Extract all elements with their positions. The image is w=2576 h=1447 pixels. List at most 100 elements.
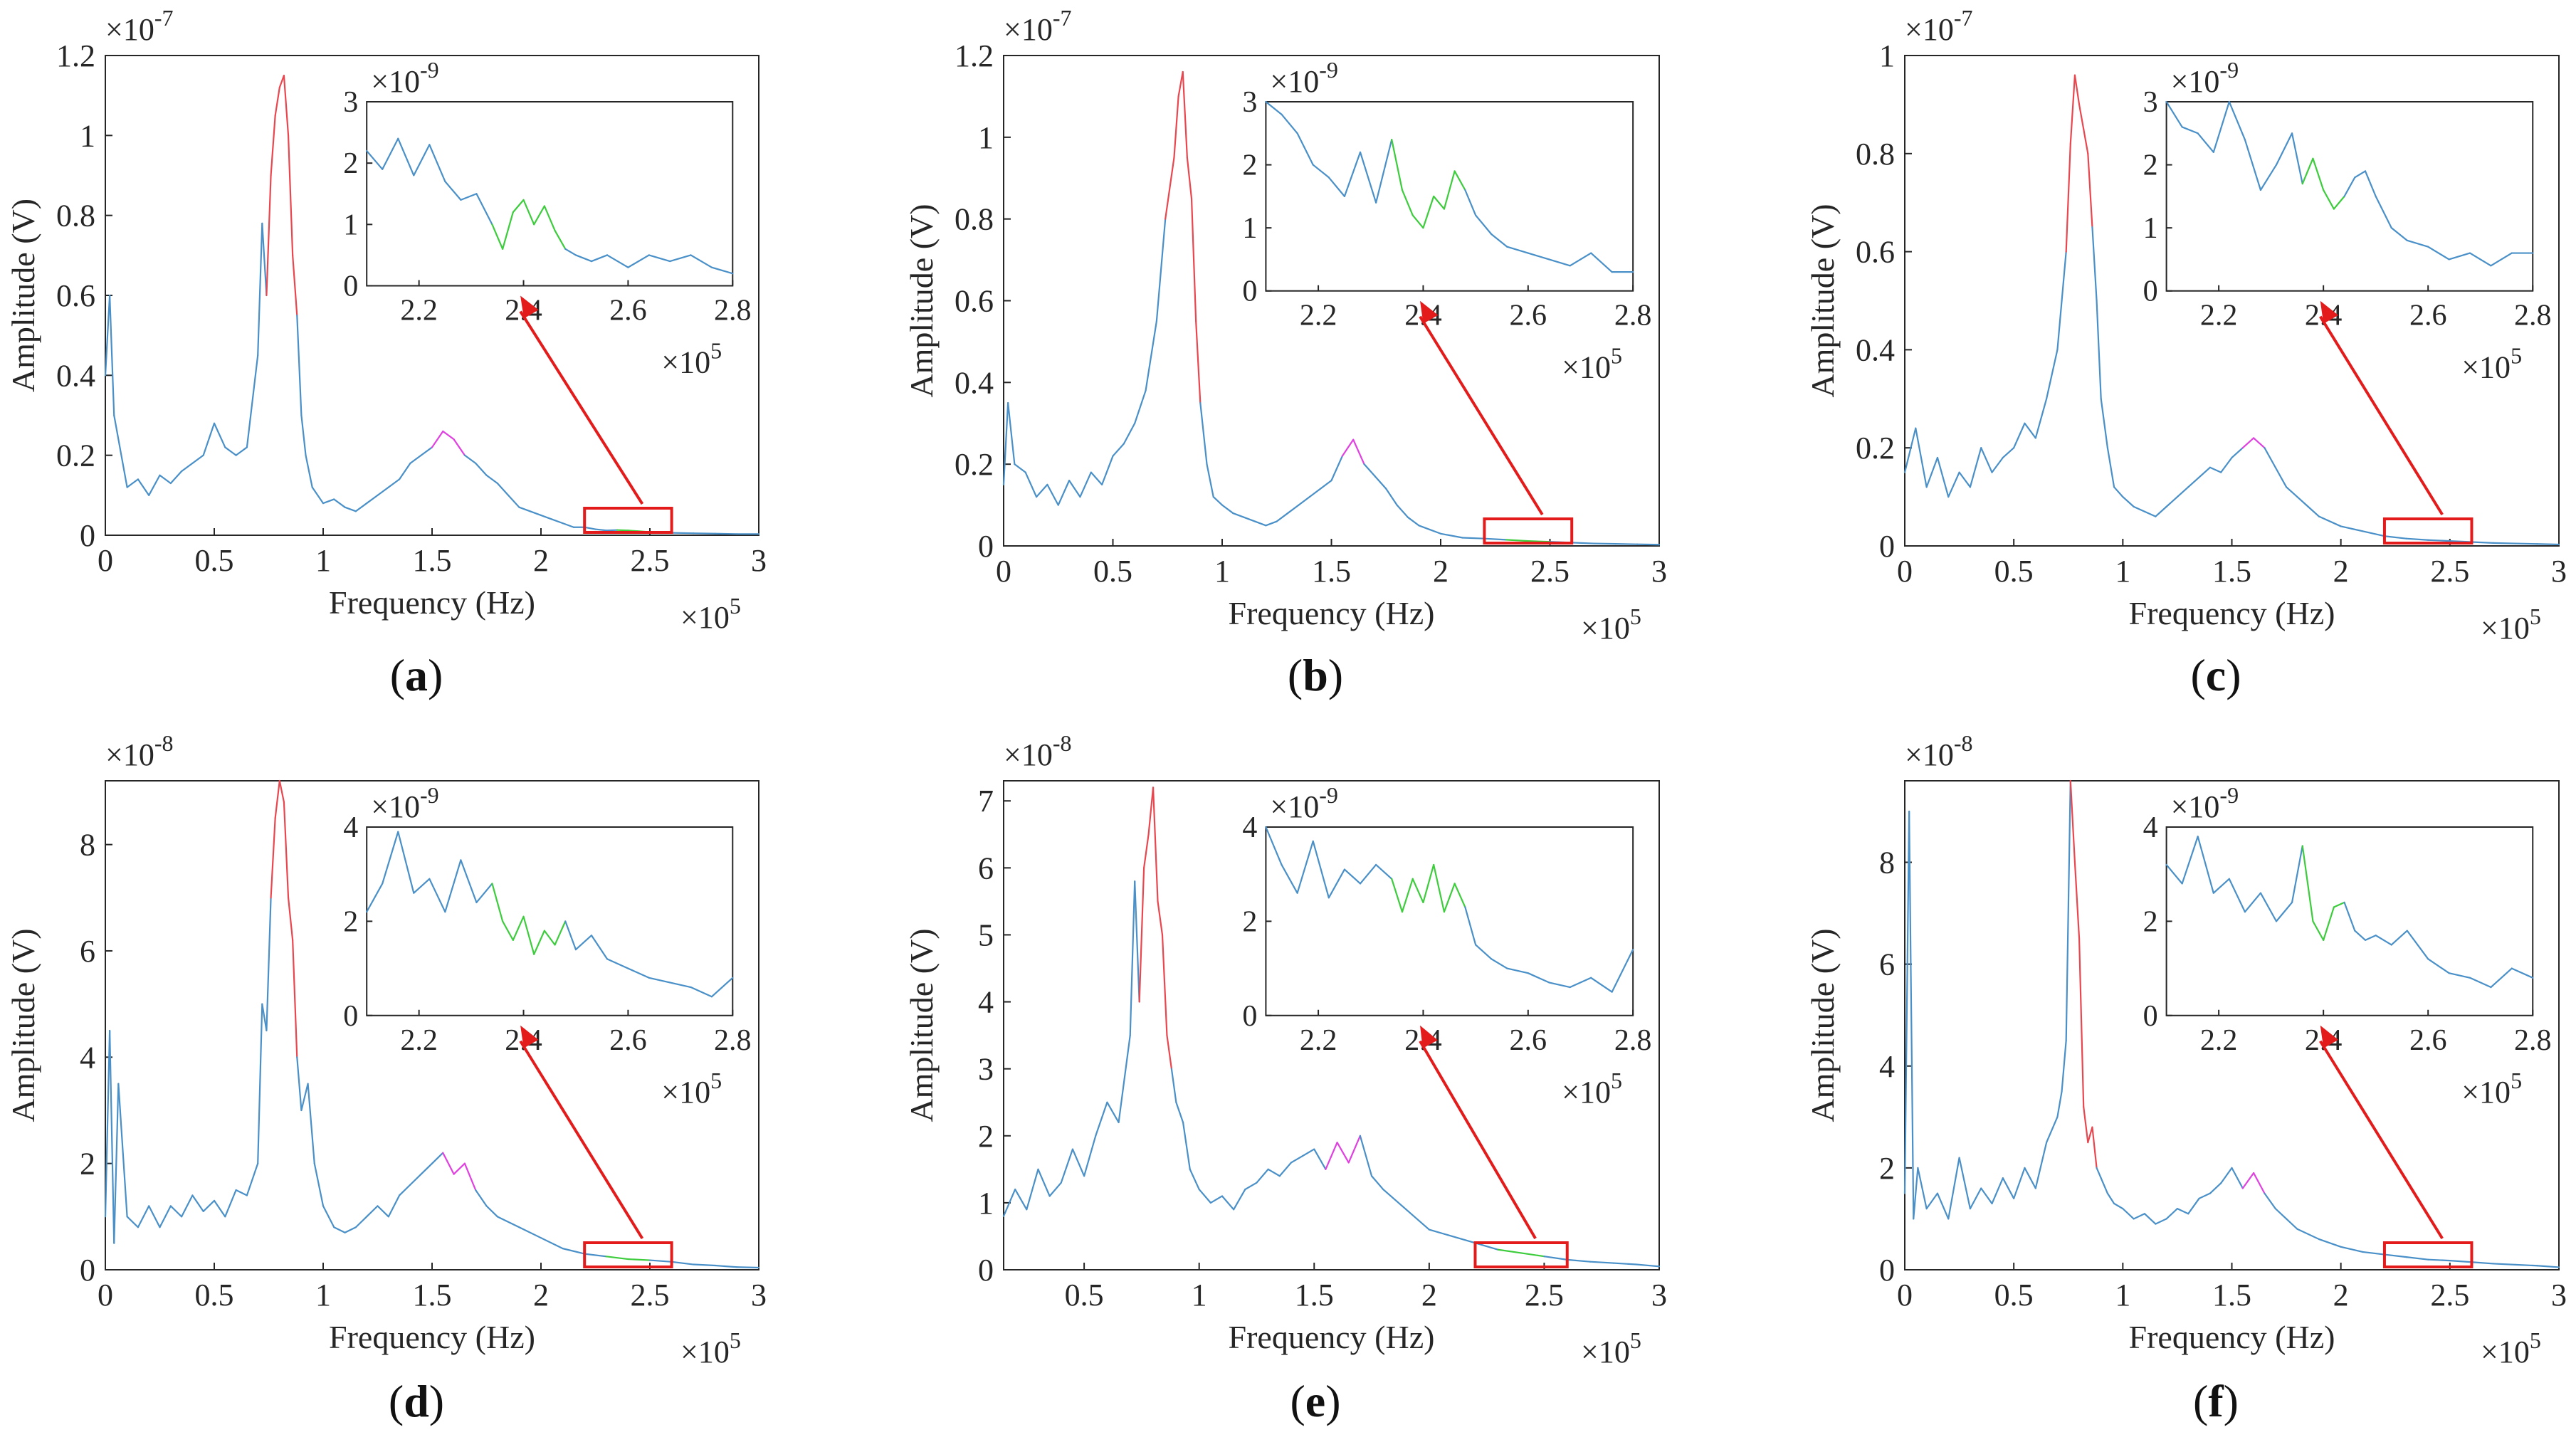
spectrum-segment bbox=[311, 486, 325, 505]
inset-spectrum-segment bbox=[2375, 935, 2392, 946]
main-peak-segment bbox=[270, 817, 276, 899]
spectrum-segment bbox=[2046, 1116, 2059, 1144]
y-tick-label: 7 bbox=[978, 784, 994, 819]
spectrum-segment bbox=[540, 514, 553, 520]
inset-y-multiplier-exp: -9 bbox=[2219, 57, 2239, 83]
inset-y-tick-label: 2 bbox=[2143, 905, 2158, 938]
spectrum-segment bbox=[584, 526, 596, 530]
spectrum-segment bbox=[2056, 300, 2063, 351]
spectrum-segment bbox=[377, 1205, 389, 1218]
inset-highlight-segment bbox=[512, 199, 525, 214]
main-peak-segment bbox=[1195, 320, 1202, 404]
inset-spectrum-segment bbox=[690, 986, 713, 998]
inset-highlight-segment bbox=[2333, 195, 2345, 210]
spectrum-segment bbox=[1276, 512, 1289, 522]
spectrum-segment bbox=[257, 222, 263, 357]
inset-spectrum-segment bbox=[2364, 170, 2377, 197]
inset-x-multiplier-exp: 5 bbox=[710, 1068, 722, 1093]
caption-letter: a bbox=[405, 650, 428, 700]
caption-close: ) bbox=[428, 650, 443, 700]
inset-y-multiplier-base: ×10 bbox=[1270, 64, 1319, 99]
inset-x-tick-label: 2.6 bbox=[1510, 300, 1547, 332]
inset-spectrum-segment bbox=[2244, 892, 2262, 913]
panel-caption: (c) bbox=[2190, 650, 2241, 700]
spectrum-segment bbox=[246, 354, 259, 448]
x-tick-label: 2.5 bbox=[631, 1278, 670, 1312]
spectrum-segment bbox=[113, 1083, 120, 1244]
spectrum-segment bbox=[300, 1083, 309, 1112]
inset-spectrum-segment bbox=[1296, 132, 1314, 166]
inset-spectrum-segment bbox=[1548, 982, 1571, 989]
y-tick-label: 0.4 bbox=[955, 365, 994, 400]
spectrum-segment bbox=[507, 494, 520, 508]
inset-y-multiplier-exp: -9 bbox=[2219, 782, 2239, 808]
inset-highlight-segment bbox=[491, 223, 504, 250]
main-peak-segment bbox=[274, 779, 280, 819]
spectrum-segment bbox=[1991, 456, 2004, 473]
x-multiplier-base: ×10 bbox=[1581, 611, 1630, 646]
spectrum-segment bbox=[2143, 1213, 2157, 1225]
inset-spectrum-segment bbox=[382, 137, 399, 170]
y-tick-label: 4 bbox=[978, 985, 994, 1020]
spectrum-segment bbox=[2340, 525, 2364, 532]
spectrum-segment bbox=[2165, 495, 2179, 507]
caption-open: ( bbox=[389, 1376, 404, 1426]
inset-spectrum-segment bbox=[2197, 132, 2214, 153]
spectrum-segment bbox=[605, 529, 619, 532]
main-peak-segment bbox=[287, 135, 294, 256]
inset-x-tick-label: 2.2 bbox=[1300, 1024, 1337, 1057]
x-tick-label: 0 bbox=[996, 554, 1011, 589]
inset-spectrum-segment bbox=[2259, 892, 2278, 922]
spectrum-segment bbox=[1175, 1101, 1184, 1124]
spectrum-segment bbox=[1209, 1195, 1224, 1204]
inset-x-multiplier-exp: 5 bbox=[1611, 1068, 1622, 1093]
inset-spectrum-segment bbox=[1527, 972, 1550, 984]
inset-frame bbox=[366, 826, 734, 1016]
y-multiplier-exp: -8 bbox=[154, 730, 174, 756]
y-multiplier-exp: -7 bbox=[1954, 5, 1973, 31]
main-peak-segment bbox=[1152, 786, 1159, 903]
inset-highlight-segment bbox=[543, 930, 556, 946]
x-tick-label: 0 bbox=[1897, 1278, 1913, 1312]
inset-spectrum-segment bbox=[1375, 139, 1393, 204]
inset-x-multiplier-base: ×10 bbox=[2461, 350, 2511, 385]
spectrum-segment bbox=[2231, 447, 2244, 459]
spectrum-segment bbox=[2405, 537, 2429, 541]
y-tick-label: 0.6 bbox=[1856, 235, 1895, 270]
inset-x-multiplier-exp: 5 bbox=[710, 338, 722, 364]
spectrum-segment bbox=[307, 1083, 315, 1164]
spectrum-segment bbox=[714, 532, 738, 535]
y-tick-label: 4 bbox=[1879, 1049, 1895, 1084]
spectrum-segment bbox=[1330, 455, 1343, 482]
x-tick-label: 0.5 bbox=[1994, 554, 2034, 589]
spectrum-segment bbox=[1170, 1068, 1177, 1103]
spectrum-segment bbox=[1199, 401, 1208, 465]
x-tick-label: 2 bbox=[1433, 554, 1449, 589]
inset-spectrum-segment bbox=[1506, 246, 1529, 254]
spectrum-segment bbox=[148, 474, 161, 496]
spectrum-segment bbox=[1046, 483, 1059, 506]
x-tick-label: 0 bbox=[98, 1278, 113, 1312]
inset-x-multiplier: ×105 bbox=[1562, 1068, 1622, 1110]
inset-x-tick-label: 2.6 bbox=[2409, 1024, 2447, 1057]
spectrum-segment bbox=[2362, 530, 2386, 537]
main-peak-segment bbox=[2065, 142, 2071, 253]
x-tick-label: 2.5 bbox=[2430, 1278, 2469, 1312]
inset-x-tick-label: 2.8 bbox=[1614, 300, 1652, 332]
y-tick-label: 1 bbox=[978, 1186, 994, 1221]
spectrum-segment bbox=[1286, 504, 1300, 515]
spectrum-segment bbox=[109, 1029, 115, 1244]
main-peak-segment bbox=[2083, 1105, 2089, 1144]
y-tick-label: 2 bbox=[80, 1147, 95, 1182]
y-tick-label: 3 bbox=[978, 1052, 994, 1087]
inset-y-tick-label: 1 bbox=[1242, 212, 1257, 245]
x-axis-label: Frequency (Hz) bbox=[2129, 1319, 2335, 1355]
inset-highlight-segment bbox=[1391, 878, 1404, 913]
y-multiplier-base: ×10 bbox=[105, 12, 154, 47]
spectrum-segment bbox=[344, 506, 357, 512]
main-peak-segment bbox=[1161, 934, 1168, 1036]
x-multiplier-exp: 5 bbox=[730, 1327, 741, 1353]
